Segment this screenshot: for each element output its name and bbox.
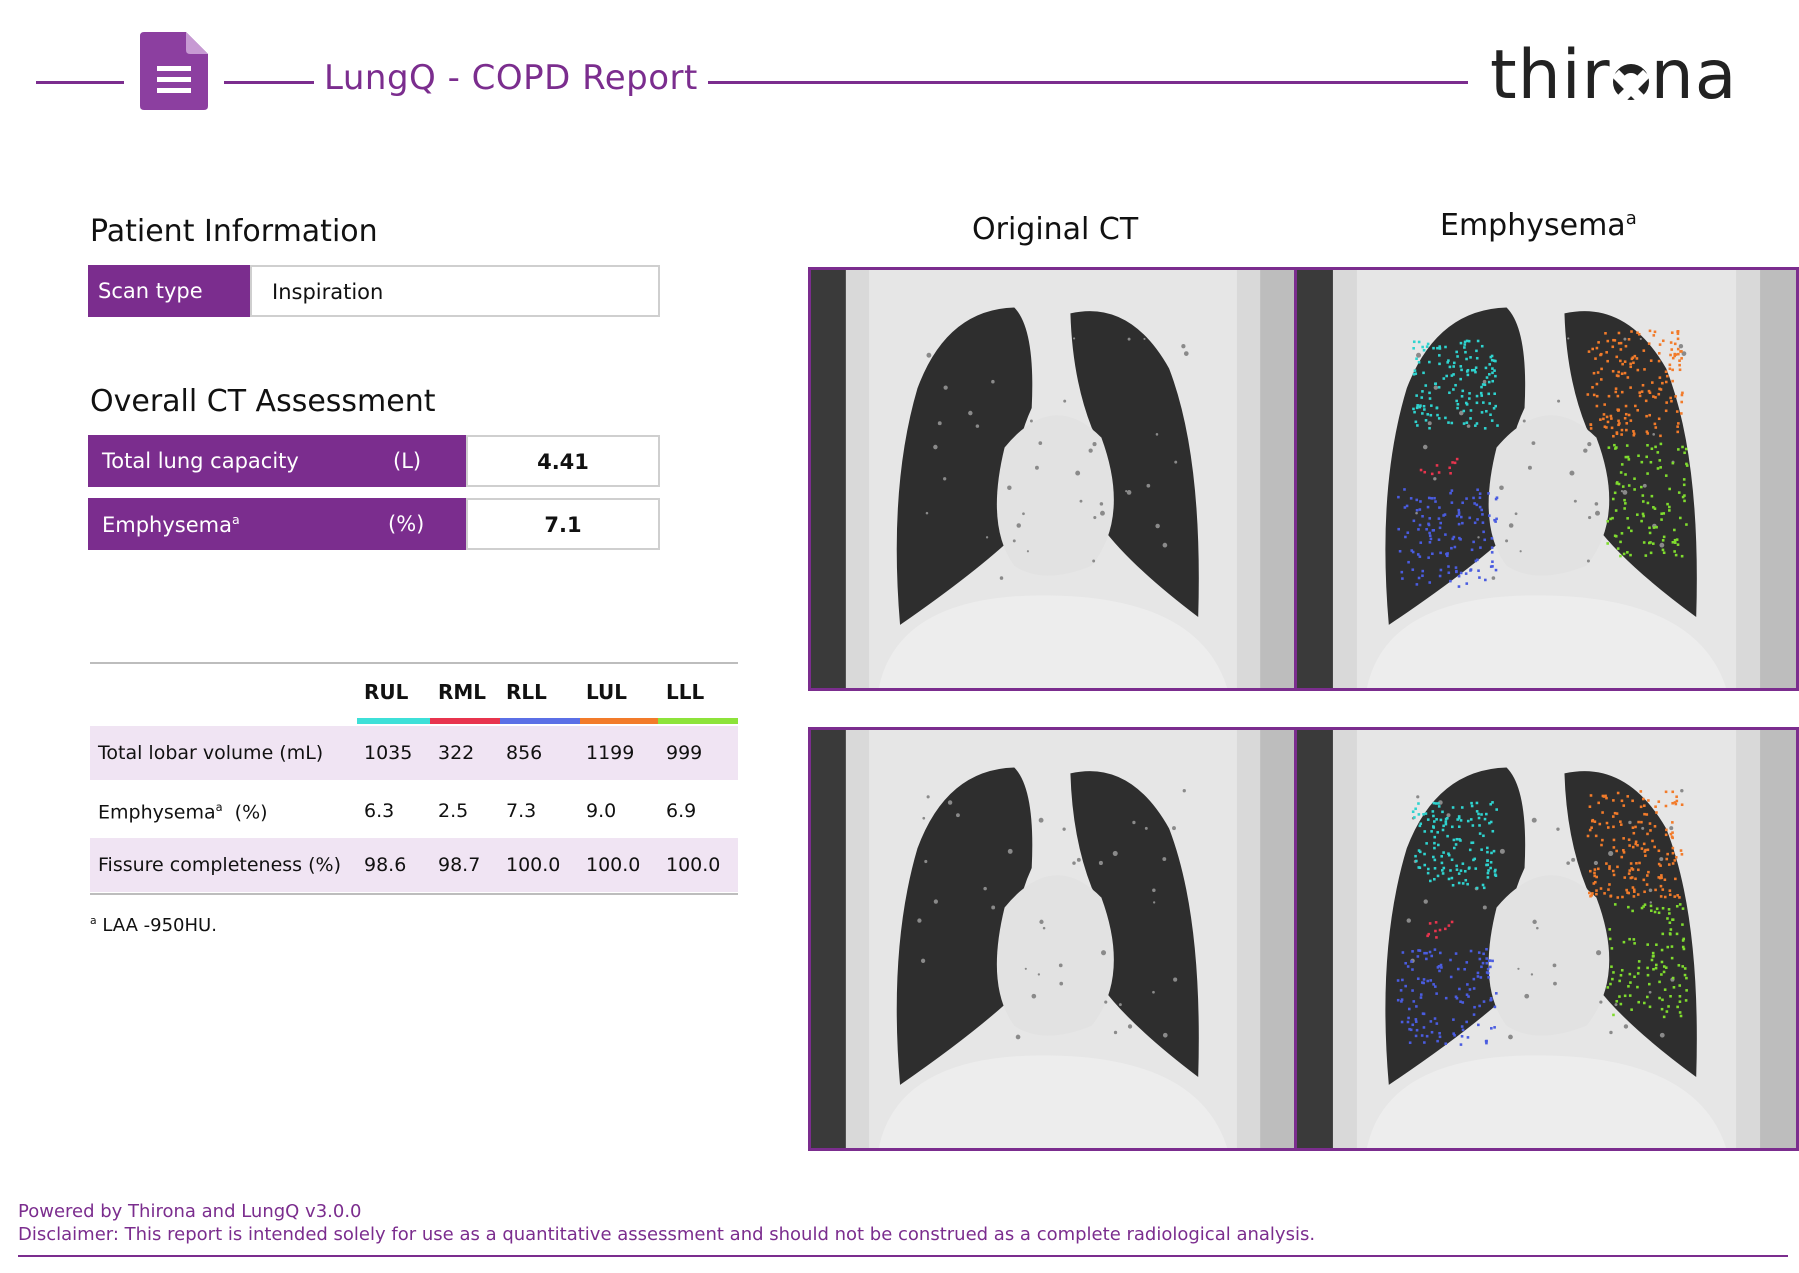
powered-by: Powered by Thirona and LungQ v3.0.0 [18,1201,362,1222]
original-ct-heading: Original CT [972,212,1139,247]
table-cell-lul: 9.0 [586,800,617,822]
table-cell-rll: 856 [506,742,543,764]
header-rule-mid [224,81,314,84]
table-row-label: Total lobar volume (mL) [98,742,324,764]
scan-type-value: Inspiration [250,265,660,317]
assessment-row-label: Emphysemaa (%) [88,498,466,550]
thirona-logo: thir na [1490,36,1737,115]
table-top-rule [90,662,738,664]
report-title: LungQ - COPD Report [324,58,698,98]
scan-type-label: Scan type [88,265,250,317]
logo-o-icon [1612,64,1649,100]
header-rule-right [708,81,1468,84]
emphysema-value-cell: 7.1 [466,498,660,550]
original-ct-image-top [808,267,1298,691]
lobe-color-strip-lll [658,718,738,724]
assessment-heading: Overall CT Assessment [90,384,436,419]
col-header-lul: LUL [586,680,628,704]
col-header-rul: RUL [364,680,409,704]
table-cell-lul: 100.0 [586,854,641,876]
tlc-value: 4.41 [537,450,589,474]
table-row-bg [90,838,738,892]
table-cell-rml: 322 [438,742,475,764]
col-header-rll: RLL [506,680,547,704]
lobe-color-strip-lul [580,718,658,724]
emphysema-unit: (%) [388,512,425,536]
lobe-color-strip-rll [500,718,580,724]
table-row-label: Emphysemaa (%) [98,800,268,824]
table-footnote: a LAA -950HU. [90,914,217,936]
table-cell-lll: 6.9 [666,800,697,822]
table-cell-lll: 999 [666,742,703,764]
tlc-value-cell: 4.41 [466,435,660,487]
table-cell-rml: 98.7 [438,854,481,876]
table-cell-rll: 7.3 [506,800,537,822]
document-icon [140,32,208,110]
table-cell-rul: 6.3 [364,800,395,822]
disclaimer: Disclaimer: This report is intended sole… [18,1224,1316,1245]
logo-text-right: na [1650,36,1738,115]
patient-info-heading: Patient Information [90,214,378,249]
col-header-rml: RML [438,680,487,704]
emphysema-value: 7.1 [544,513,582,537]
col-header-lll: LLL [666,680,705,704]
footer-rule [18,1255,1788,1257]
emphysema-ct-image-bottom [1294,727,1799,1151]
emphysema-label: Emphysemaa [102,512,240,537]
table-row-bg [90,726,738,780]
lobe-color-strip-rml [430,718,500,724]
original-ct-image-bottom [808,727,1298,1151]
table-bottom-rule [90,893,738,895]
table-row-label: Fissure completeness (%) [98,854,341,876]
emphysema-image-heading: Emphysemaa [1440,208,1637,243]
table-cell-rll: 100.0 [506,854,561,876]
table-cell-rml: 2.5 [438,800,469,822]
tlc-label: Total lung capacity [102,449,299,473]
table-cell-lul: 1199 [586,742,635,764]
emphysema-ct-image-top [1294,267,1799,691]
logo-text-left: thir [1490,36,1611,115]
table-cell-lll: 100.0 [666,854,721,876]
header-rule-left [36,81,124,84]
table-cell-rul: 1035 [364,742,413,764]
assessment-row-label: Total lung capacity (L) [88,435,466,487]
lobe-color-strip-rul [357,718,430,724]
tlc-unit: (L) [393,449,422,473]
table-cell-rul: 98.6 [364,854,407,876]
